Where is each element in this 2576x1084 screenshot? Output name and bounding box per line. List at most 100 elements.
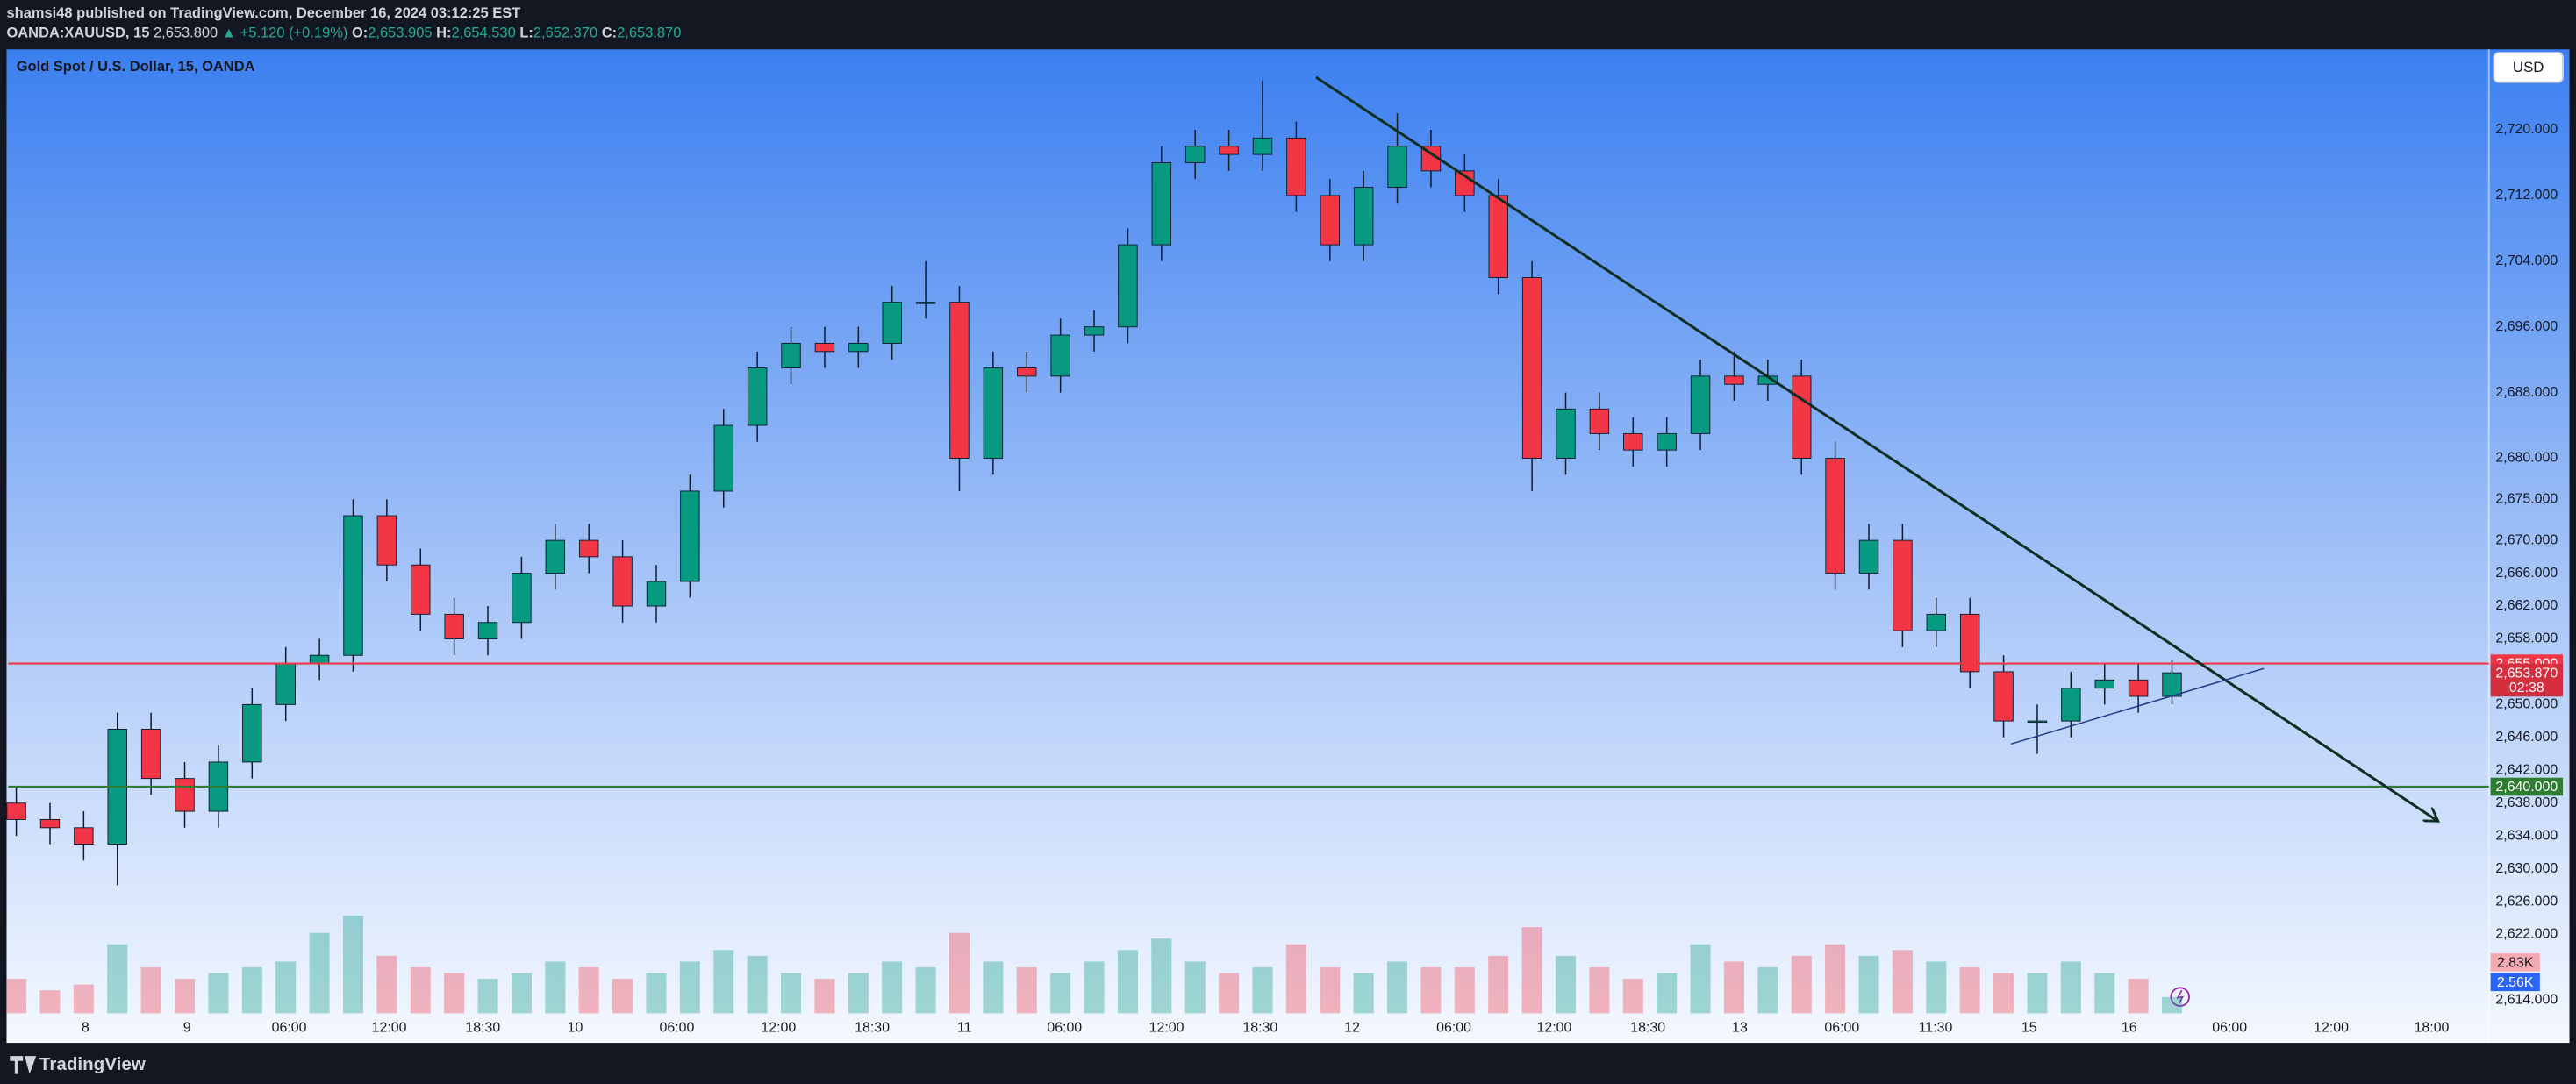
volume-bar [2060,961,2081,1014]
y-tick-label: 2,680.000 [2495,451,2558,466]
candle-body [1690,375,1711,434]
candle-body [1858,539,1879,574]
volume-bar [241,966,262,1014]
volume-bar [1151,938,1172,1014]
volume-bar [1387,961,1408,1014]
alert-icon[interactable] [2170,987,2190,1007]
y-tick-label: 2,670.000 [2495,532,2558,547]
candle-body [74,827,94,845]
candle-body [477,622,498,639]
candle-body [1792,375,1812,459]
volume-bar [983,961,1004,1014]
y-tick-label: 2,662.000 [2495,598,2558,613]
candle-body [1184,146,1206,163]
volume-bar [1488,955,1509,1014]
x-tick-label: 8 [82,1020,89,1035]
volume-bar [175,979,196,1014]
chart-title: Gold Spot / U.S. Dollar, 15, OANDA [17,59,255,75]
x-tick-label: 06:00 [1824,1020,1859,1035]
volume-bar [1589,966,1610,1014]
volume-bar [1219,973,1240,1014]
h-label: H: [436,25,451,41]
volume-bar [1723,961,1744,1014]
volume-bar [713,950,734,1014]
volume-bar [1825,944,1846,1014]
volume-badge [2490,953,2540,972]
candle-body [1724,375,1744,385]
last-price-label: 2,653.870 [2495,666,2558,681]
currency-button[interactable] [2493,52,2564,83]
symbol-line: OANDA:XAUUSD, 15 2,653.800 ▲ +5.120 (+0.… [6,25,681,41]
brand: TradingView [39,1054,147,1074]
x-tick-label: 12:00 [1149,1020,1184,1035]
x-tick-label: 06:00 [2212,1020,2247,1035]
volume-bar [1959,966,1980,1014]
candle-body [680,490,700,582]
volume-bar [73,984,94,1014]
c-value: 2,653.870 [617,25,681,41]
candle-body [848,342,869,353]
x-tick-label: 10 [568,1020,583,1035]
countdown: 02:38 [2509,681,2544,695]
volume-bar [915,966,936,1014]
candle-body [140,728,161,780]
volume-bar [1690,944,1711,1014]
volume-bar [2128,979,2149,1014]
candle-body [39,818,61,829]
volume-bar [1252,966,1273,1014]
volume-bar [1353,973,1374,1014]
volume-bar [107,944,128,1014]
y-tick-label: 2,720.000 [2495,122,2558,137]
volume-bar [747,955,768,1014]
volume-badge-label: 2.83K [2497,955,2534,970]
volume-bar [1016,966,1037,1014]
last-price-badge [2490,663,2564,697]
candle-body [949,302,970,459]
y-tick-label: 2,650.000 [2495,697,2558,712]
y-tick-label: 2,634.000 [2495,828,2558,843]
x-tick-label: 18:30 [465,1020,500,1035]
y-tick-label: 2,658.000 [2495,631,2558,646]
candle-body [1219,146,1239,155]
candle-body [343,515,363,656]
volume-bar [1454,966,1475,1014]
volume-bar [140,966,161,1014]
candle-body [1017,367,1037,377]
candle-body [2027,720,2048,724]
volume-bar [1084,961,1105,1014]
candle-body [1353,187,1374,246]
y-tick-label: 2,642.000 [2495,762,2558,777]
candle-body [781,342,801,368]
y-tick-label: 2,638.000 [2495,795,2558,810]
candle-body [1118,244,1138,328]
volume-bar [1622,979,1643,1014]
volume-bar [1791,955,1812,1014]
x-tick-label: 12:00 [2314,1020,2349,1035]
candle-body [376,515,397,566]
candle-body [1993,671,2014,722]
volume-bar [848,973,869,1014]
volume-bar [578,966,599,1014]
volume-bar [545,961,566,1014]
c-label: C: [602,25,617,41]
volume-badge-label: 2.56K [2497,975,2534,990]
candle-body [747,367,768,426]
x-tick-label: 18:00 [2415,1020,2450,1035]
y-tick-label: 2,626.000 [2495,894,2558,909]
l-value: 2,652.370 [533,25,597,41]
candle-body [1556,408,1576,459]
candle-body [1387,146,1407,189]
trendline [1315,75,2438,821]
volume-bar [1285,944,1306,1014]
y-tick-label: 2,646.000 [2495,730,2558,745]
candle-body [1320,195,1340,246]
candle-body [411,564,431,615]
currency: USD [2513,59,2544,75]
candle-body [2061,688,2081,722]
volume-bar [39,990,61,1014]
candle-body [1623,432,1643,451]
candle-body [1488,195,1508,279]
candle-body [512,573,532,624]
x-tick-label: 18:30 [855,1020,890,1035]
